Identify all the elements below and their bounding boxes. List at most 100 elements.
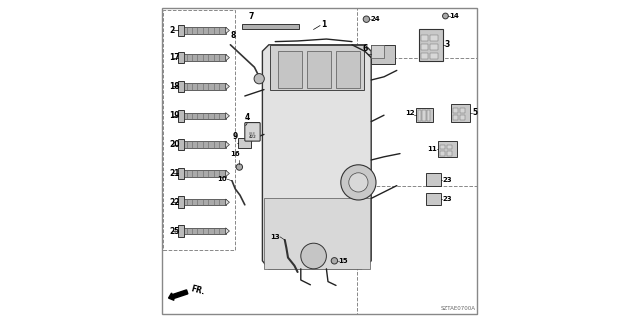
Polygon shape [226,199,230,205]
Polygon shape [262,45,371,269]
Circle shape [332,258,338,264]
Text: 14: 14 [450,13,460,19]
Bar [178,52,184,63]
Bar [357,186,477,314]
Bar [184,170,226,177]
Circle shape [443,13,448,19]
Text: 9: 9 [232,132,237,140]
Text: FR.: FR. [189,284,205,297]
Text: 4: 4 [244,113,250,122]
Bar [440,151,445,156]
Text: 888: 888 [249,132,256,136]
Text: 12: 12 [404,110,415,116]
Bar [278,51,302,88]
Bar [239,138,251,148]
Bar [451,104,470,122]
Bar [421,35,429,41]
Polygon shape [226,113,230,119]
Bar [184,113,226,119]
Bar [264,198,370,269]
Bar [184,228,226,234]
Text: 20: 20 [169,140,179,149]
Bar [419,29,444,61]
Text: 2: 2 [169,26,174,35]
Circle shape [236,164,243,170]
Bar [184,27,226,34]
Bar [430,35,438,41]
Circle shape [254,74,264,84]
Text: 11: 11 [427,146,437,152]
FancyBboxPatch shape [245,123,260,141]
Text: 17: 17 [169,53,180,62]
Bar [418,110,421,121]
Text: 6: 6 [363,44,368,52]
Text: 22: 22 [169,198,179,207]
Bar [440,145,445,149]
Text: 25: 25 [169,227,179,236]
Circle shape [340,165,376,200]
Bar [421,44,429,50]
Bar [184,199,226,205]
Bar [453,108,458,113]
Bar [447,145,452,149]
Text: 7: 7 [248,12,254,21]
Polygon shape [226,170,230,177]
Text: 13: 13 [270,234,280,240]
Polygon shape [226,228,230,234]
Bar [178,196,184,208]
Text: 24: 24 [371,16,380,22]
Bar [178,81,184,92]
Circle shape [349,173,368,192]
Text: 3: 3 [445,40,450,49]
Bar [336,51,360,88]
Bar [184,83,226,90]
Text: 1: 1 [322,20,327,29]
Text: 5: 5 [472,108,477,117]
Bar [428,110,431,121]
Polygon shape [226,83,230,90]
Polygon shape [226,54,230,61]
Bar [178,168,184,179]
Bar [422,110,426,121]
Text: 19: 19 [169,111,179,120]
Text: 10: 10 [218,176,227,182]
Bar [184,141,226,148]
FancyArrow shape [168,290,188,300]
Bar [453,115,458,120]
Polygon shape [226,141,230,148]
Text: 21: 21 [169,169,179,178]
Bar [438,141,457,157]
Bar [447,151,452,156]
Bar [416,108,433,122]
Bar [178,110,184,122]
Text: 23: 23 [442,177,452,182]
Bar [460,115,465,120]
Bar [371,45,396,64]
Bar [357,8,477,58]
Bar [426,193,441,205]
Text: 18: 18 [169,82,180,91]
Bar [242,24,300,29]
Text: 422: 422 [248,135,257,139]
Text: 8: 8 [231,31,236,40]
Text: 15: 15 [339,258,348,264]
Bar [430,44,438,50]
Bar [178,139,184,150]
Text: 16: 16 [230,151,240,157]
Circle shape [301,243,326,269]
Bar [426,173,441,186]
Text: SZTAE0700A: SZTAE0700A [440,306,475,311]
Bar [421,53,429,59]
Bar [460,108,465,113]
Bar [430,53,438,59]
Bar [184,54,226,61]
Circle shape [364,16,370,22]
Bar [178,25,184,36]
Bar [371,45,384,58]
Bar [163,10,236,250]
Bar [178,225,184,237]
Polygon shape [270,45,364,90]
Text: 23: 23 [442,196,452,202]
Bar [307,51,332,88]
Polygon shape [226,27,230,34]
